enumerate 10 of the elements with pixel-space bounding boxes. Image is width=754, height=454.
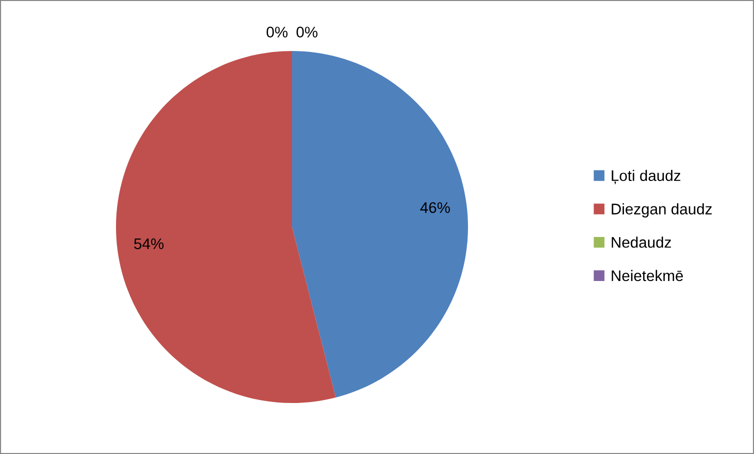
data-label: 46% [420, 202, 450, 214]
legend-label: Diezgan daudz [612, 203, 712, 218]
text: 0% [296, 26, 318, 38]
legend-label: Nedaudz [612, 236, 671, 248]
pie-slice [292, 51, 468, 398]
pie-slice [116, 51, 336, 403]
legend-label: Ļoti daudz [612, 170, 680, 184]
data-label: 54% [134, 238, 164, 250]
legend-label: Neietekmē [612, 270, 683, 282]
text: 0% [266, 26, 288, 38]
